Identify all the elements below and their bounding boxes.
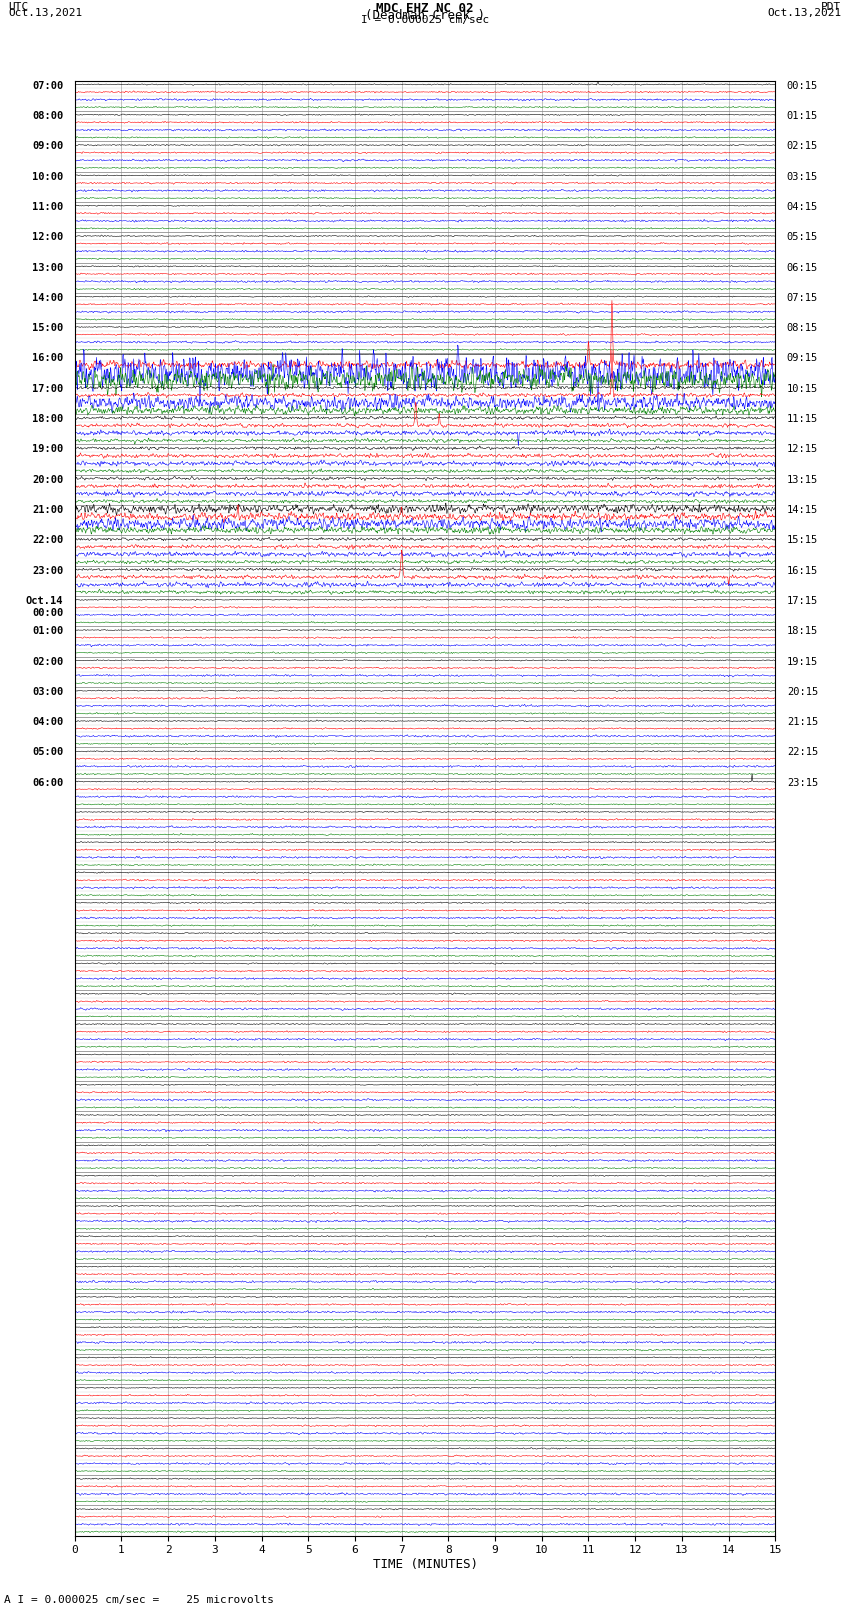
Text: 13:15: 13:15: [787, 474, 818, 484]
Text: Oct.13,2021: Oct.13,2021: [768, 8, 842, 18]
Text: 22:15: 22:15: [787, 747, 818, 758]
Text: 20:00: 20:00: [32, 474, 63, 484]
Text: 19:15: 19:15: [787, 656, 818, 666]
Text: Oct.14
00:00: Oct.14 00:00: [26, 595, 63, 618]
Text: I = 0.000025 cm/sec: I = 0.000025 cm/sec: [361, 16, 489, 26]
Text: 11:00: 11:00: [32, 202, 63, 211]
Text: 07:00: 07:00: [32, 81, 63, 90]
Text: 14:15: 14:15: [787, 505, 818, 515]
Text: 12:15: 12:15: [787, 444, 818, 455]
Text: 05:15: 05:15: [787, 232, 818, 242]
Text: 23:15: 23:15: [787, 777, 818, 787]
Text: 21:15: 21:15: [787, 718, 818, 727]
Text: 19:00: 19:00: [32, 444, 63, 455]
Text: 06:15: 06:15: [787, 263, 818, 273]
Text: MDC EHZ NC 02: MDC EHZ NC 02: [377, 3, 473, 16]
Text: 13:00: 13:00: [32, 263, 63, 273]
Text: 15:15: 15:15: [787, 536, 818, 545]
Text: 16:15: 16:15: [787, 566, 818, 576]
Text: 07:15: 07:15: [787, 294, 818, 303]
Text: 15:00: 15:00: [32, 323, 63, 334]
Text: 18:00: 18:00: [32, 415, 63, 424]
Text: 12:00: 12:00: [32, 232, 63, 242]
Text: 09:00: 09:00: [32, 142, 63, 152]
Text: 02:00: 02:00: [32, 656, 63, 666]
Text: 22:00: 22:00: [32, 536, 63, 545]
Text: 20:15: 20:15: [787, 687, 818, 697]
X-axis label: TIME (MINUTES): TIME (MINUTES): [372, 1558, 478, 1571]
Text: 10:15: 10:15: [787, 384, 818, 394]
Text: 10:00: 10:00: [32, 171, 63, 182]
Text: 05:00: 05:00: [32, 747, 63, 758]
Text: 04:15: 04:15: [787, 202, 818, 211]
Text: 21:00: 21:00: [32, 505, 63, 515]
Text: 17:15: 17:15: [787, 595, 818, 606]
Text: 03:00: 03:00: [32, 687, 63, 697]
Text: PDT: PDT: [821, 2, 842, 11]
Text: 04:00: 04:00: [32, 718, 63, 727]
Text: 16:00: 16:00: [32, 353, 63, 363]
Text: 03:15: 03:15: [787, 171, 818, 182]
Text: 17:00: 17:00: [32, 384, 63, 394]
Text: 06:00: 06:00: [32, 777, 63, 787]
Text: 08:00: 08:00: [32, 111, 63, 121]
Text: A I = 0.000025 cm/sec =    25 microvolts: A I = 0.000025 cm/sec = 25 microvolts: [4, 1595, 275, 1605]
Text: 08:15: 08:15: [787, 323, 818, 334]
Text: 18:15: 18:15: [787, 626, 818, 636]
Text: 23:00: 23:00: [32, 566, 63, 576]
Text: Oct.13,2021: Oct.13,2021: [8, 8, 82, 18]
Text: (Deadman Creek ): (Deadman Creek ): [365, 10, 485, 23]
Text: 14:00: 14:00: [32, 294, 63, 303]
Text: 09:15: 09:15: [787, 353, 818, 363]
Text: 01:00: 01:00: [32, 626, 63, 636]
Text: 00:15: 00:15: [787, 81, 818, 90]
Text: 01:15: 01:15: [787, 111, 818, 121]
Text: 11:15: 11:15: [787, 415, 818, 424]
Text: 02:15: 02:15: [787, 142, 818, 152]
Text: UTC: UTC: [8, 2, 29, 11]
